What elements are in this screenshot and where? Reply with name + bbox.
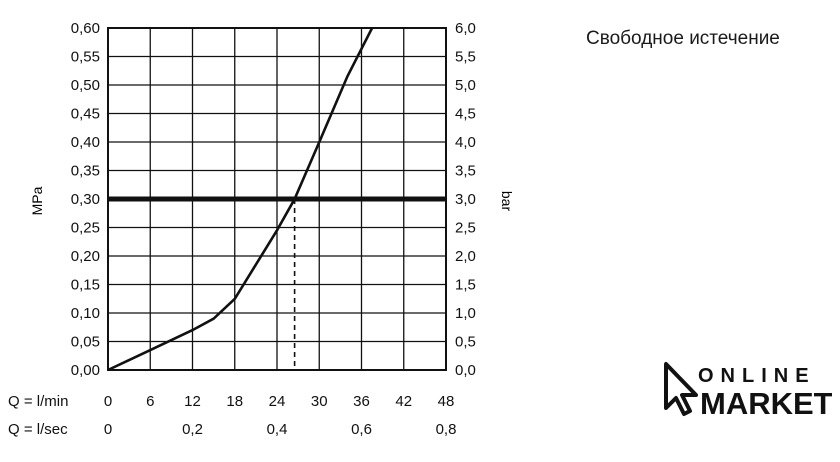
y-tick-label-right: 5,0 (455, 77, 476, 94)
pressure-flow-chart: 0,00 0,00,05 0,50,10 1,00,15 1,50,20 2,00,25 2… (8, 20, 515, 438)
y-tick-label-left: 0,35 (71, 163, 100, 180)
y-tick-label-right: 4,5 (455, 106, 476, 123)
x-tick-label: 0 (104, 421, 112, 438)
x-tick-label: 0,4 (267, 421, 288, 438)
x-tick-label: 42 (395, 393, 412, 410)
x-tick-label: 6 (146, 393, 154, 410)
y-axis-label-right: bar (499, 191, 515, 212)
x-tick-label: 0 (104, 393, 112, 410)
x-tick-label: 0,8 (436, 421, 457, 438)
x-tick-label: 24 (269, 393, 286, 410)
x-axis-row-label: Q = l/min (8, 393, 68, 410)
y-axis-label-left: MPa (29, 186, 45, 215)
x-tick-label: 12 (184, 393, 201, 410)
flow-curve (107, 27, 374, 372)
y-tick-label-right: 1,5 (455, 277, 476, 294)
y-tick-label-right: 2,5 (455, 220, 476, 237)
x-tick-label: 0,2 (182, 421, 203, 438)
x-tick-label: 0,6 (351, 421, 372, 438)
y-tick-label-left: 0,10 (71, 305, 100, 322)
x-axis-row-label: Q = l/sec (8, 421, 68, 438)
y-tick-label-left: 0,25 (71, 220, 100, 237)
y-tick-label-left: 0,60 (71, 20, 100, 37)
tick-labels: 0,00 0,00,05 0,50,10 1,00,15 1,50,20 2,00,25 2… (8, 20, 476, 438)
y-tick-label-right: 3,5 (455, 163, 476, 180)
y-tick-label-right: 0,5 (455, 334, 476, 351)
y-tick-label-left: 0,15 (71, 277, 100, 294)
logo-line-market: MARKET (700, 386, 832, 420)
y-tick-label-right: 1,0 (455, 305, 476, 322)
y-tick-label-right: 6,0 (455, 20, 476, 37)
cursor-icon (664, 362, 698, 416)
x-tick-label: 48 (438, 393, 455, 410)
x-tick-label: 18 (226, 393, 243, 410)
y-tick-label-right: 0,0 (455, 362, 476, 379)
y-tick-label-right: 4,0 (455, 134, 476, 151)
y-tick-label-left: 0,40 (71, 134, 100, 151)
y-tick-label-right: 3,0 (455, 191, 476, 208)
y-tick-label-left: 0,45 (71, 106, 100, 123)
y-tick-label-left: 0,30 (71, 191, 100, 208)
y-tick-label-left: 0,20 (71, 248, 100, 265)
y-tick-label-right: 5,5 (455, 49, 476, 66)
online-market-logo: ONLINE MARKET (664, 362, 832, 420)
x-tick-label: 36 (353, 393, 370, 410)
x-tick-label: 30 (311, 393, 328, 410)
y-tick-label-left: 0,55 (71, 49, 100, 66)
y-tick-label-right: 2,0 (455, 248, 476, 265)
y-tick-label-left: 0,00 (71, 362, 100, 379)
logo-line-online: ONLINE (698, 365, 816, 387)
free-flow-caption: Свободное истечение (586, 28, 780, 49)
y-tick-label-left: 0,05 (71, 334, 100, 351)
y-tick-label-left: 0,50 (71, 77, 100, 94)
